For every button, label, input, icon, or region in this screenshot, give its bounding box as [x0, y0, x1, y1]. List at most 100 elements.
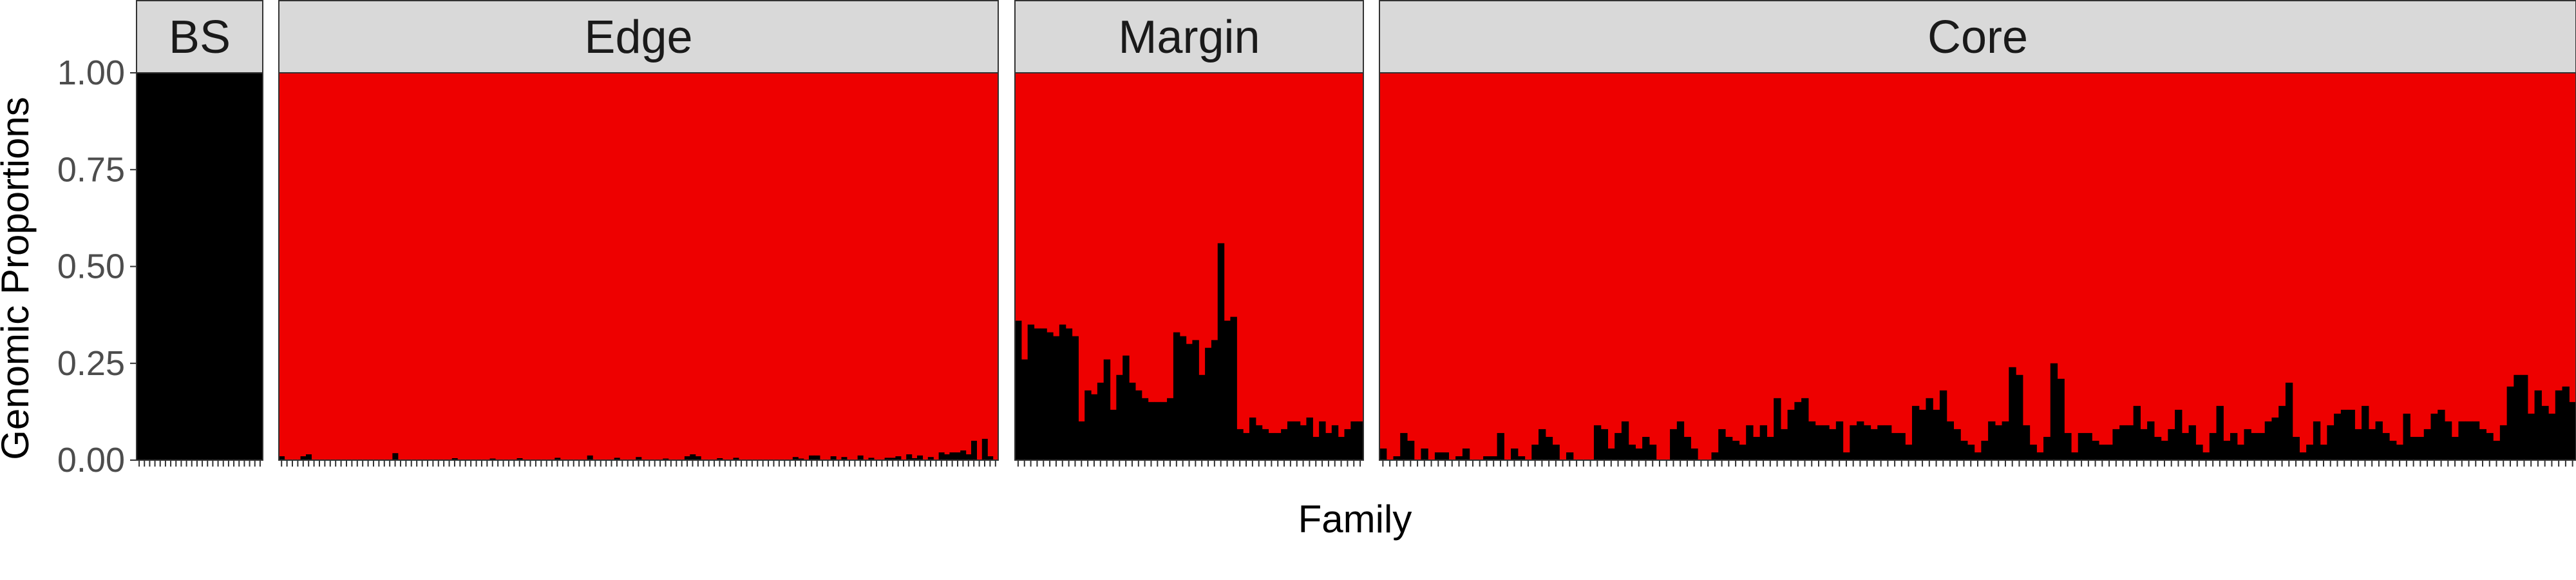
- bar: [1406, 440, 1415, 460]
- bar: [2140, 429, 2148, 460]
- bar: [1211, 340, 1218, 460]
- bar: [1994, 425, 2003, 460]
- bar: [2209, 432, 2217, 460]
- bar: [2541, 405, 2549, 460]
- bar: [1877, 425, 1885, 460]
- bar: [1739, 444, 1747, 460]
- bar: [1670, 429, 1678, 460]
- bar: [663, 458, 669, 460]
- bar: [1746, 425, 1754, 460]
- bar: [2292, 436, 2300, 460]
- bar: [1167, 398, 1174, 460]
- bar: [2251, 432, 2259, 460]
- bar: [178, 73, 185, 460]
- bar: [906, 454, 913, 460]
- bar: [242, 73, 248, 460]
- bar: [2534, 390, 2542, 460]
- bar: [2354, 429, 2362, 460]
- bar: [1822, 425, 1830, 460]
- bar: [1192, 340, 1199, 460]
- bar: [1905, 444, 1913, 460]
- bar: [2002, 421, 2009, 460]
- bar: [516, 458, 523, 460]
- bar: [1306, 417, 1313, 460]
- bar: [1455, 456, 1463, 460]
- bar: [1434, 452, 1443, 460]
- bar: [257, 73, 263, 460]
- bar: [954, 452, 961, 460]
- bar: [1911, 405, 1920, 460]
- bar: [220, 73, 227, 460]
- bar: [137, 73, 142, 460]
- bar: [1552, 444, 1560, 460]
- bar: [2375, 421, 2383, 460]
- bar: [142, 73, 147, 460]
- bar: [147, 73, 153, 460]
- bar: [1926, 398, 1933, 460]
- bar: [231, 73, 237, 460]
- y-tick-label: 0.50: [57, 247, 125, 286]
- bar: [1953, 429, 1961, 460]
- bar: [189, 73, 195, 460]
- bar: [1545, 436, 1553, 460]
- bar: [1344, 429, 1351, 460]
- bar: [392, 453, 399, 460]
- bar: [1483, 456, 1491, 460]
- bar: [1300, 425, 1307, 460]
- bar: [2244, 429, 2251, 460]
- facet-panel-edge: Edge: [278, 0, 999, 467]
- bar: [2022, 425, 2031, 460]
- facet-panel-bs: BS: [136, 0, 263, 467]
- bar: [927, 457, 934, 460]
- y-tick-label: 0.00: [57, 441, 125, 479]
- bar: [1160, 401, 1168, 460]
- bar: [2396, 444, 2404, 460]
- bar: [1236, 429, 1244, 460]
- bar: [2458, 421, 2466, 460]
- bar: [1842, 452, 1850, 460]
- bar: [252, 73, 258, 460]
- bar: [1173, 332, 1180, 460]
- bar: [1441, 452, 1449, 460]
- bar: [1393, 456, 1401, 460]
- bar: [1711, 452, 1719, 460]
- bar: [173, 73, 179, 460]
- bar: [1338, 436, 1345, 460]
- bar: [1293, 421, 1301, 460]
- bar: [1379, 448, 1387, 460]
- bar: [205, 73, 211, 460]
- bar: [1593, 425, 1602, 460]
- bar: [614, 458, 620, 460]
- bar: [2237, 444, 2245, 460]
- bar: [809, 455, 815, 460]
- bar: [2465, 421, 2473, 460]
- bar: [2362, 405, 2369, 460]
- bar: [965, 454, 972, 460]
- bar: [1097, 382, 1104, 460]
- bar: [895, 456, 902, 460]
- bar: [1312, 436, 1320, 460]
- bar: [949, 452, 956, 460]
- bar: [2085, 432, 2092, 460]
- bar: [2403, 413, 2410, 460]
- bar: [1718, 429, 1726, 460]
- bar: [2175, 409, 2183, 460]
- bar: [1186, 343, 1193, 460]
- bar: [2340, 409, 2349, 460]
- bar: [1224, 320, 1231, 460]
- bar: [1835, 421, 1844, 460]
- bar: [1421, 448, 1428, 460]
- bar: [690, 454, 696, 460]
- bar: [1497, 432, 1504, 460]
- bar: [1141, 398, 1149, 460]
- bar: [2410, 436, 2418, 460]
- facet-panels: BS Edge Margin Core: [136, 0, 2576, 467]
- bar: [1517, 456, 1526, 460]
- bar: [1015, 320, 1022, 460]
- bar: [2029, 444, 2037, 460]
- bar: [890, 458, 896, 460]
- bar: [2181, 432, 2190, 460]
- bar: [1960, 440, 1968, 460]
- bar: [2548, 413, 2556, 460]
- strip-label-core: Core: [1927, 12, 2028, 63]
